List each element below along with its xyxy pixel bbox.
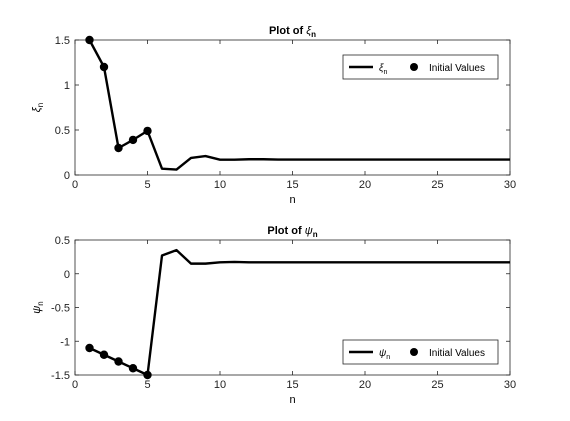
x-tick-label: 20 — [359, 179, 371, 191]
y-tick-label: 1.5 — [55, 35, 70, 47]
legend-series-subscript: n — [386, 354, 390, 361]
y-tick-label: 0.5 — [55, 125, 70, 137]
y-axis-label: ξn — [31, 103, 45, 112]
initial-value-point — [128, 135, 138, 145]
initial-value-point — [99, 350, 109, 359]
x-tick-label: 5 — [144, 179, 150, 191]
chart-title-subscript: n — [313, 230, 318, 239]
legend-entry-initial-values: Initial Values — [429, 63, 485, 74]
y-tick-label: 1 — [64, 80, 70, 92]
initial-value-point — [114, 143, 123, 153]
x-tick-label: 30 — [504, 179, 516, 191]
x-tick-label: 0 — [72, 179, 78, 191]
series-line-2 — [88, 248, 510, 377]
y-axis-label-subscript: n — [36, 103, 45, 107]
x-tick-label: 25 — [431, 179, 443, 191]
chart-title-symbol: ξ — [306, 25, 312, 37]
x-tick-label: 10 — [214, 179, 226, 191]
x-tick-label: 25 — [431, 379, 443, 391]
x-tick-label: 15 — [286, 179, 298, 191]
x-tick-label: 10 — [214, 379, 226, 391]
y-axis-label-symbol: ψ — [31, 306, 43, 314]
y-tick-label: 0 — [64, 170, 70, 182]
legend-entry-initial-values: Initial Values — [429, 348, 485, 359]
legend-series-symbol: ψ — [379, 348, 387, 359]
legend: ξn Initial Values — [342, 54, 499, 80]
y-axis-label-symbol: ξ — [31, 106, 43, 112]
initial-value-point — [85, 343, 94, 353]
chart-title-symbol: ψ — [305, 225, 313, 237]
y-axis-label: ψn — [31, 301, 45, 313]
legend-entry-series: ψn — [379, 348, 390, 361]
y-tick-label: -0.5 — [51, 303, 70, 315]
initial-value-point — [99, 62, 109, 72]
legend: ψn Initial Values — [342, 339, 499, 365]
chart-title: Plot of ξn — [269, 25, 316, 39]
x-tick-label: 30 — [504, 379, 516, 391]
x-tick-label: 0 — [72, 379, 78, 391]
chart-title-prefix: Plot of — [267, 225, 304, 237]
y-tick-label: -1.5 — [51, 370, 70, 382]
chart-title-subscript: n — [311, 30, 316, 39]
legend-series-symbol: ξ — [379, 63, 384, 74]
y-tick-label: -1 — [60, 336, 70, 348]
initial-value-point — [114, 357, 123, 366]
legend-series-subscript: n — [383, 69, 387, 76]
x-axis-label: n — [289, 394, 295, 406]
y-axis-label-subscript: n — [36, 301, 45, 305]
chart-title: Plot of ψn — [267, 225, 317, 239]
initial-value-point — [143, 370, 152, 380]
legend-marker-swatch — [410, 63, 418, 71]
y-tick-label: 0 — [64, 269, 70, 281]
initial-value-point — [143, 126, 152, 136]
x-axis-label: n — [289, 194, 295, 206]
legend-marker-swatch — [410, 348, 418, 356]
legend-entry-series: ξn — [379, 63, 387, 76]
x-tick-label: 5 — [144, 379, 150, 391]
initial-value-point — [128, 364, 138, 373]
x-tick-label: 20 — [359, 379, 371, 391]
chart-title-prefix: Plot of — [269, 25, 306, 37]
series-line-1 — [88, 39, 510, 171]
initial-value-point — [85, 35, 94, 45]
y-tick-label: 0.5 — [55, 235, 70, 247]
x-tick-label: 15 — [286, 379, 298, 391]
